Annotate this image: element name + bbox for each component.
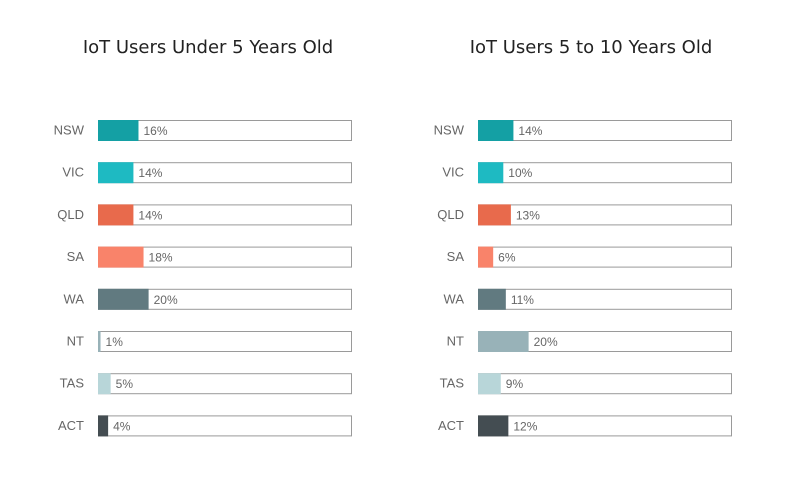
category-label-nt-under-5: NT bbox=[67, 334, 84, 349]
category-label-act-under-5: ACT bbox=[58, 418, 84, 433]
bar-track-nt-under-5 bbox=[98, 331, 352, 352]
bar-wa-5-to-10 bbox=[478, 288, 506, 310]
value-label-act-under-5: 4% bbox=[113, 419, 131, 433]
value-label-nt-5-to-10: 20% bbox=[534, 335, 558, 349]
bar-track-qld-under-5 bbox=[98, 204, 352, 226]
value-label-vic-5-to-10: 10% bbox=[508, 166, 532, 180]
bar-track-act-under-5 bbox=[98, 415, 352, 437]
bar-qld-under-5 bbox=[98, 204, 134, 226]
chart-under-5: IoT Users Under 5 Years Old NSW 16% VIC 14%… bbox=[54, 37, 352, 437]
bar-wa-under-5 bbox=[98, 288, 149, 310]
bar-nt-5-to-10 bbox=[478, 331, 529, 352]
category-label-qld-under-5: QLD bbox=[57, 207, 84, 222]
value-label-vic-under-5: 14% bbox=[138, 166, 162, 180]
bar-sa-5-to-10 bbox=[478, 246, 494, 268]
value-label-sa-under-5: 18% bbox=[149, 251, 173, 265]
value-label-nsw-under-5: 16% bbox=[143, 124, 167, 138]
category-label-nt-5-to-10: NT bbox=[447, 334, 464, 349]
bar-qld-5-to-10 bbox=[478, 204, 511, 226]
value-label-wa-under-5: 20% bbox=[154, 293, 178, 307]
category-label-wa-under-5: WA bbox=[64, 291, 85, 306]
value-label-nt-under-5: 1% bbox=[106, 335, 124, 349]
category-label-tas-under-5: TAS bbox=[60, 376, 85, 391]
bar-nt-under-5 bbox=[98, 331, 101, 352]
value-label-act-5-to-10: 12% bbox=[513, 419, 537, 433]
bar-vic-5-to-10 bbox=[478, 162, 504, 184]
bar-track-vic-under-5 bbox=[98, 162, 352, 184]
category-label-wa-5-to-10: WA bbox=[444, 291, 465, 306]
bar-act-5-to-10 bbox=[478, 415, 509, 437]
value-label-tas-under-5: 5% bbox=[116, 377, 134, 391]
value-label-sa-5-to-10: 6% bbox=[498, 251, 516, 265]
value-label-qld-5-to-10: 13% bbox=[516, 208, 540, 222]
chart-5-to-10: IoT Users 5 to 10 Years Old NSW 14% VIC 10%… bbox=[434, 37, 732, 437]
bar-vic-under-5 bbox=[98, 162, 134, 184]
category-label-nsw-5-to-10: NSW bbox=[434, 123, 465, 138]
value-label-wa-5-to-10: 11% bbox=[511, 293, 534, 307]
category-label-sa-5-to-10: SA bbox=[447, 249, 465, 264]
category-label-vic-under-5: VIC bbox=[62, 165, 84, 180]
category-label-qld-5-to-10: QLD bbox=[437, 207, 464, 222]
category-label-nsw-under-5: NSW bbox=[54, 123, 85, 138]
bar-tas-5-to-10 bbox=[478, 373, 501, 395]
chart-title-under-5: IoT Users Under 5 Years Old bbox=[83, 37, 333, 58]
bar-sa-under-5 bbox=[98, 246, 144, 268]
bar-nsw-under-5 bbox=[98, 120, 139, 141]
category-label-act-5-to-10: ACT bbox=[438, 418, 464, 433]
value-label-qld-under-5: 14% bbox=[138, 208, 162, 222]
category-label-sa-under-5: SA bbox=[67, 249, 85, 264]
bar-track-sa-5-to-10 bbox=[478, 246, 732, 268]
bar-track-tas-under-5 bbox=[98, 373, 352, 395]
category-label-vic-5-to-10: VIC bbox=[442, 165, 464, 180]
chart-title-5-to-10: IoT Users 5 to 10 Years Old bbox=[470, 37, 713, 58]
bar-track-nsw-5-to-10 bbox=[478, 120, 732, 141]
bar-act-under-5 bbox=[98, 415, 109, 437]
bar-nsw-5-to-10 bbox=[478, 120, 514, 141]
category-label-tas-5-to-10: TAS bbox=[440, 376, 465, 391]
bar-tas-under-5 bbox=[98, 373, 111, 395]
value-label-tas-5-to-10: 9% bbox=[506, 377, 524, 391]
value-label-nsw-5-to-10: 14% bbox=[518, 124, 542, 138]
